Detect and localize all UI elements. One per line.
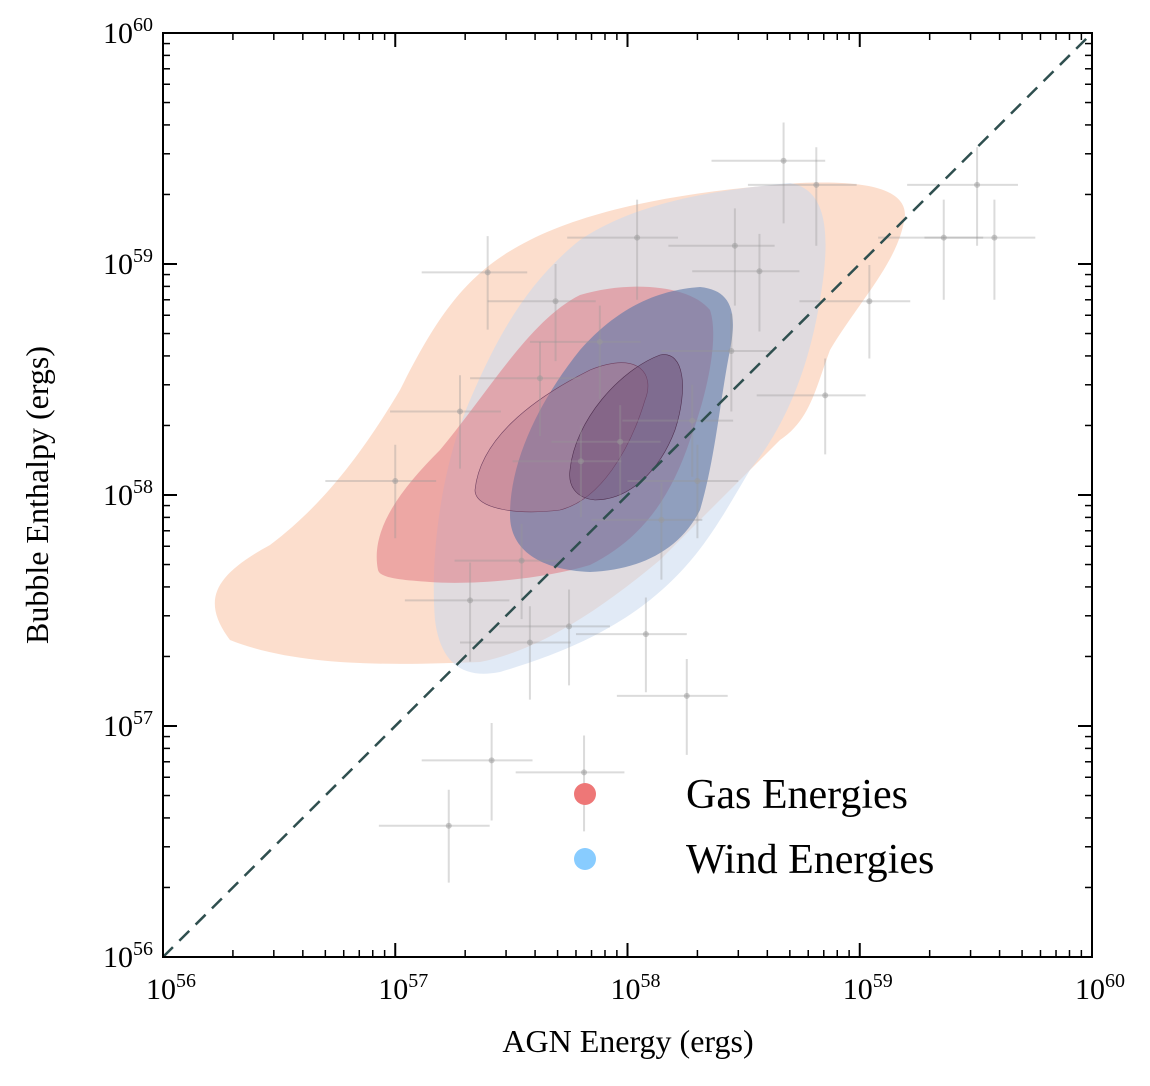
point	[566, 623, 573, 630]
tick-label: 1059	[103, 245, 153, 281]
tick-exponent: 60	[1105, 970, 1125, 992]
tick-label: 1058	[103, 476, 153, 512]
x-axis-label: AGN Energy (ergs)	[502, 1023, 753, 1059]
point	[445, 822, 452, 829]
point	[991, 234, 998, 241]
point	[689, 417, 696, 424]
tick-exponent: 59	[133, 245, 153, 267]
point	[634, 234, 641, 241]
point	[780, 157, 787, 164]
point	[596, 338, 603, 345]
point	[728, 348, 735, 355]
tick-label: 1060	[1075, 970, 1125, 1006]
tick-base: 10	[146, 973, 176, 1006]
legend-marker	[574, 848, 596, 870]
legend-label: Wind Energies	[686, 837, 934, 883]
point	[974, 181, 981, 188]
point	[526, 639, 533, 646]
point	[617, 438, 624, 445]
point	[866, 298, 873, 305]
tick-label: 1056	[103, 938, 153, 974]
tick-label: 1060	[103, 14, 153, 50]
point	[467, 597, 474, 604]
point	[813, 181, 820, 188]
wind-contour-mid	[510, 287, 733, 572]
point	[518, 557, 525, 564]
tick-base: 10	[1075, 973, 1105, 1006]
point	[581, 769, 588, 776]
tick-exponent: 56	[176, 970, 196, 992]
point	[731, 242, 738, 249]
point	[536, 375, 543, 382]
gas-contour-inner	[474, 362, 649, 513]
tick-exponent: 57	[408, 970, 428, 992]
tick-label: 1056	[146, 970, 196, 1006]
tick-label: 1058	[611, 970, 661, 1006]
point	[456, 408, 463, 415]
tick-exponent: 58	[133, 476, 153, 498]
contours	[214, 182, 906, 674]
point	[822, 392, 829, 399]
legend-marker	[574, 783, 596, 805]
tick-base: 10	[378, 973, 408, 1006]
point	[642, 631, 649, 638]
tick-label: 1057	[378, 970, 428, 1006]
points	[325, 122, 1036, 883]
tick-base: 10	[103, 710, 133, 743]
legend-label: Gas Energies	[686, 772, 908, 818]
tick-label: 1057	[103, 707, 153, 743]
tick-base: 10	[611, 973, 641, 1006]
point	[658, 516, 665, 523]
tick-exponent: 58	[641, 970, 661, 992]
point	[552, 298, 559, 305]
tick-label: 1059	[843, 970, 893, 1006]
point	[940, 234, 947, 241]
point	[683, 692, 690, 699]
point	[392, 477, 399, 484]
tick-base: 10	[843, 973, 873, 1006]
tick-exponent: 57	[133, 707, 153, 729]
tick-base: 10	[103, 248, 133, 281]
legend: Gas Energies Wind Energies	[574, 772, 934, 883]
point	[484, 269, 491, 276]
tick-exponent: 59	[873, 970, 893, 992]
wind-contour-inner	[569, 354, 683, 501]
tick-exponent: 56	[133, 938, 153, 960]
point	[488, 757, 495, 764]
point	[756, 268, 763, 275]
tick-exponent: 60	[133, 14, 153, 36]
y-axis-label: Bubble Enthalpy (ergs)	[19, 346, 55, 644]
tick-base: 10	[103, 941, 133, 974]
point	[694, 477, 701, 484]
tick-base: 10	[103, 17, 133, 50]
one-to-one-line	[162, 32, 1093, 958]
point	[577, 458, 584, 465]
tick-base: 10	[103, 479, 133, 512]
